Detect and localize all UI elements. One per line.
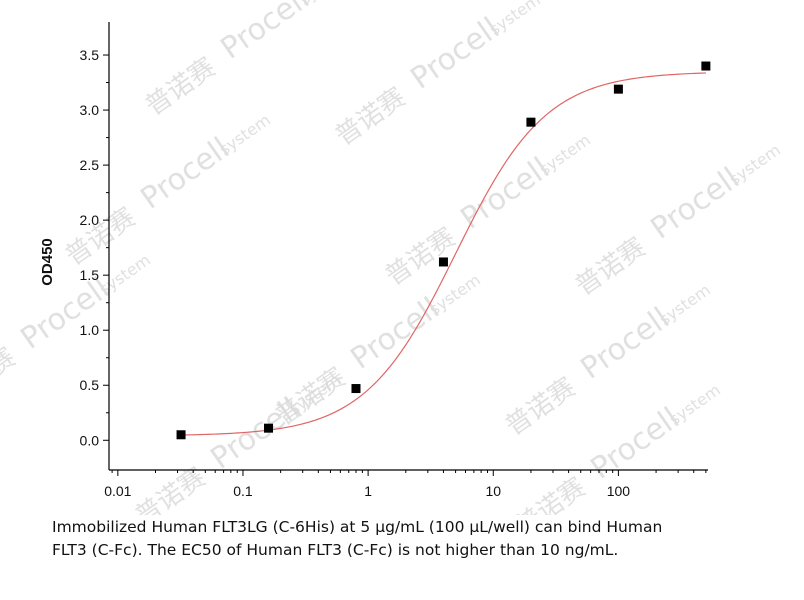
caption-line-1: Immobilized Human FLT3LG (C-6His) at 5 μ… bbox=[52, 518, 663, 536]
y-ticks: 0.0 0.5 1.0 1.5 2.0 2.5 3.0 3.5 bbox=[80, 47, 109, 448]
data-point bbox=[351, 384, 361, 394]
watermark-cn: 普诺赛 bbox=[0, 343, 21, 412]
figure-caption: Immobilized Human FLT3LG (C-6His) at 5 μ… bbox=[52, 516, 792, 562]
data-point bbox=[264, 423, 274, 433]
data-point bbox=[526, 117, 536, 127]
x-tick-label: 100 bbox=[607, 483, 631, 499]
watermark-cn: 普诺赛 bbox=[500, 373, 581, 442]
watermark-sub: system bbox=[536, 130, 594, 179]
data-point bbox=[438, 257, 448, 267]
chart: Procellsystem普诺赛Procellsystem普诺赛Procells… bbox=[0, 0, 784, 515]
watermark-cn: 普诺赛 bbox=[140, 53, 221, 122]
watermark-sub: system bbox=[656, 280, 714, 329]
caption-line-2: FLT3 (C-Fc). The EC50 of Human FLT3 (C-F… bbox=[52, 541, 619, 559]
watermark-sub: system bbox=[726, 140, 784, 189]
watermark-sub: system bbox=[486, 0, 544, 39]
y-tick-label: 1.0 bbox=[80, 322, 100, 338]
y-tick-label: 0.0 bbox=[80, 432, 100, 448]
watermark-cn: 普诺赛 bbox=[330, 83, 411, 152]
y-tick-label: 0.5 bbox=[80, 377, 100, 393]
y-tick-label: 3.5 bbox=[80, 47, 100, 63]
x-tick-label: 0.01 bbox=[104, 483, 131, 499]
y-tick-label: 3.0 bbox=[80, 102, 100, 118]
y-axis-title: OD450 bbox=[39, 238, 56, 286]
data-point bbox=[613, 84, 623, 94]
watermark-sub: system bbox=[216, 110, 274, 159]
watermark-cn: 普诺赛 bbox=[510, 473, 591, 515]
x-tick-label: 1 bbox=[364, 483, 372, 499]
watermark-brand: Procell bbox=[0, 0, 26, 47]
y-tick-label: 2.0 bbox=[80, 212, 100, 228]
watermark-sub: system bbox=[96, 250, 154, 299]
watermark-cn: 普诺赛 bbox=[380, 223, 461, 292]
watermark-cn: 普诺赛 bbox=[570, 233, 651, 302]
watermark-sub: system bbox=[666, 380, 724, 429]
x-ticks: 0.01 0.1 1 10 100 bbox=[104, 470, 707, 499]
data-points bbox=[176, 61, 711, 440]
data-point bbox=[176, 430, 186, 440]
axes bbox=[108, 22, 708, 471]
watermark-brand: Procell bbox=[215, 0, 316, 67]
x-tick-label: 10 bbox=[485, 483, 501, 499]
data-point bbox=[701, 61, 711, 71]
watermark-layer: Procellsystem普诺赛Procellsystem普诺赛Procells… bbox=[0, 0, 784, 515]
x-tick-label: 0.1 bbox=[233, 483, 253, 499]
y-tick-label: 1.5 bbox=[80, 267, 100, 283]
y-tick-label: 2.5 bbox=[80, 157, 100, 173]
